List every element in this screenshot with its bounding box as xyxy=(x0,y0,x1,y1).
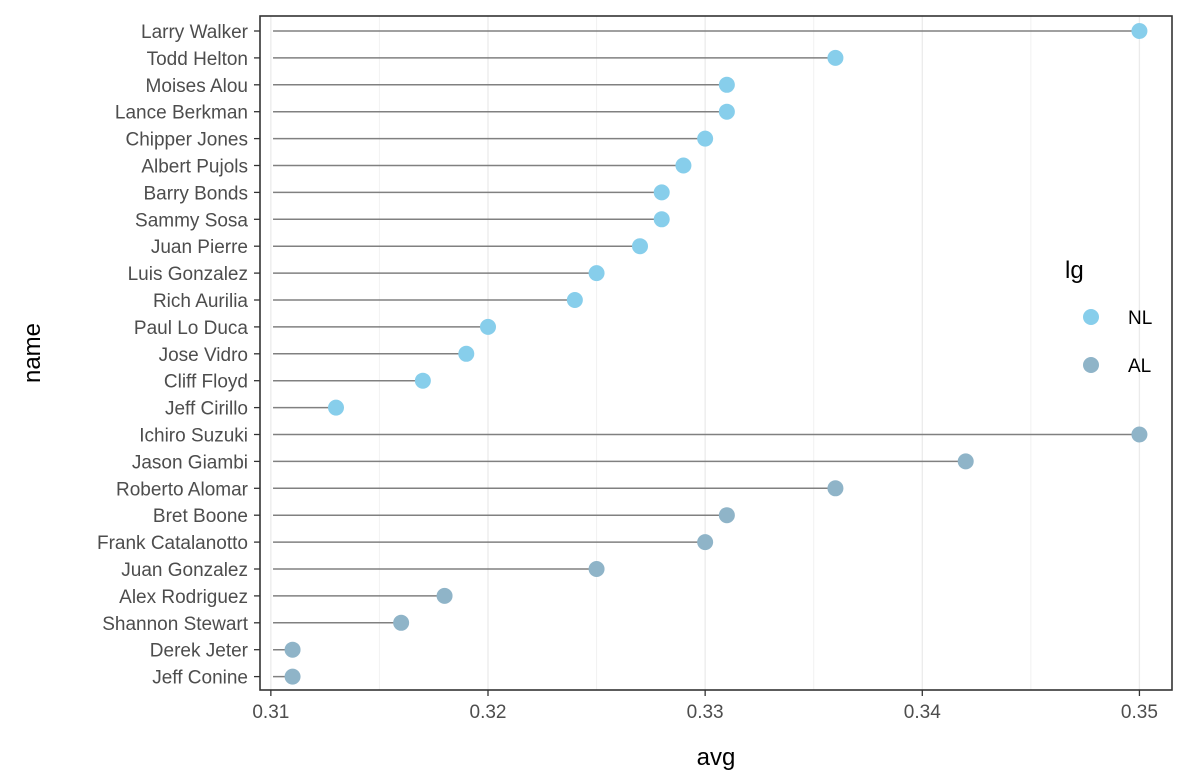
legend-key-al xyxy=(1083,357,1099,373)
lollipop-point xyxy=(675,157,692,174)
y-tick-label: Frank Catalanotto xyxy=(97,533,248,554)
lollipop-point xyxy=(588,561,605,577)
y-tick-label: Alex Rodriguez xyxy=(119,587,248,608)
lollipop-point xyxy=(697,130,714,147)
legend-label: AL xyxy=(1128,356,1151,377)
y-tick-label: Roberto Alomar xyxy=(116,479,249,500)
x-tick-label: 0.35 xyxy=(1121,702,1158,723)
lollipop-point xyxy=(697,534,714,551)
y-tick-label: Rich Aurilia xyxy=(153,291,248,312)
x-tick-label: 0.32 xyxy=(470,702,507,723)
y-tick-label: Juan Pierre xyxy=(151,237,248,258)
lollipop-point xyxy=(414,372,431,389)
y-tick-label: Ichiro Suzuki xyxy=(139,426,248,447)
y-axis-ticks: Larry Walker Todd Helton Moises Alou Lance … xyxy=(97,22,260,689)
legend-label: NL xyxy=(1128,308,1152,329)
y-tick-label: Chipper Jones xyxy=(125,130,248,151)
lollipop-point xyxy=(480,318,496,335)
y-axis-title: name xyxy=(19,323,46,383)
lollipop-point xyxy=(653,184,670,201)
lollipop-point xyxy=(653,211,670,228)
y-tick-label: Lance Berkman xyxy=(115,103,248,124)
legend: lg NL AL xyxy=(1065,257,1152,377)
lollipop-point xyxy=(436,587,453,604)
x-tick-label: 0.31 xyxy=(252,702,289,723)
y-tick-label: Cliff Floyd xyxy=(164,372,248,393)
lollipop-point xyxy=(458,345,475,362)
legend-title: lg xyxy=(1065,257,1084,284)
y-tick-label: Jeff Cirillo xyxy=(165,399,248,420)
lollipop-point xyxy=(718,507,735,524)
lollipop-stems xyxy=(273,30,1140,678)
y-tick-label: Juan Gonzalez xyxy=(121,560,248,581)
y-tick-label: Derek Jeter xyxy=(150,641,249,662)
y-tick-label: Jose Vidro xyxy=(159,345,248,366)
y-tick-label: Barry Bonds xyxy=(143,183,248,204)
lollipop-point xyxy=(718,103,735,120)
grid-lines xyxy=(270,16,1141,690)
lollipop-point xyxy=(588,265,605,282)
lollipop-point xyxy=(1131,426,1148,443)
y-tick-label: Larry Walker xyxy=(141,22,249,43)
lollipop-point xyxy=(827,480,844,497)
y-tick-label: Todd Helton xyxy=(147,49,248,70)
y-tick-label: Sammy Sosa xyxy=(135,210,248,231)
lollipop-point xyxy=(718,76,735,93)
x-axis-ticks: 0.31 0.32 0.33 0.34 0.35 xyxy=(252,690,1158,723)
y-tick-label: Shannon Stewart xyxy=(102,614,248,635)
lollipop-point xyxy=(1131,23,1148,39)
y-tick-label: Jason Giambi xyxy=(132,452,248,473)
x-tick-label: 0.34 xyxy=(904,702,941,723)
lollipop-point xyxy=(393,614,410,631)
lollipop-point xyxy=(632,238,648,255)
y-tick-label: Jeff Conine xyxy=(152,668,248,689)
plot-border xyxy=(259,15,1173,691)
x-axis-title: avg xyxy=(697,744,736,771)
y-tick-label: Paul Lo Duca xyxy=(134,318,249,339)
y-tick-label: Bret Boone xyxy=(153,506,248,527)
lollipop-points xyxy=(284,23,1148,685)
lollipop-point xyxy=(827,49,844,66)
lollipop-point xyxy=(957,453,974,470)
lollipop-point xyxy=(566,292,583,308)
lollipop-point xyxy=(328,399,344,416)
legend-key-nl xyxy=(1083,309,1099,325)
x-tick-label: 0.33 xyxy=(687,702,724,723)
lollipop-point xyxy=(284,641,301,658)
lollipop-point xyxy=(284,668,301,685)
legend-items: NL AL xyxy=(1083,308,1152,377)
y-tick-label: Albert Pujols xyxy=(141,157,248,178)
y-tick-label: Luis Gonzalez xyxy=(128,264,248,285)
y-tick-label: Moises Alou xyxy=(146,76,248,97)
